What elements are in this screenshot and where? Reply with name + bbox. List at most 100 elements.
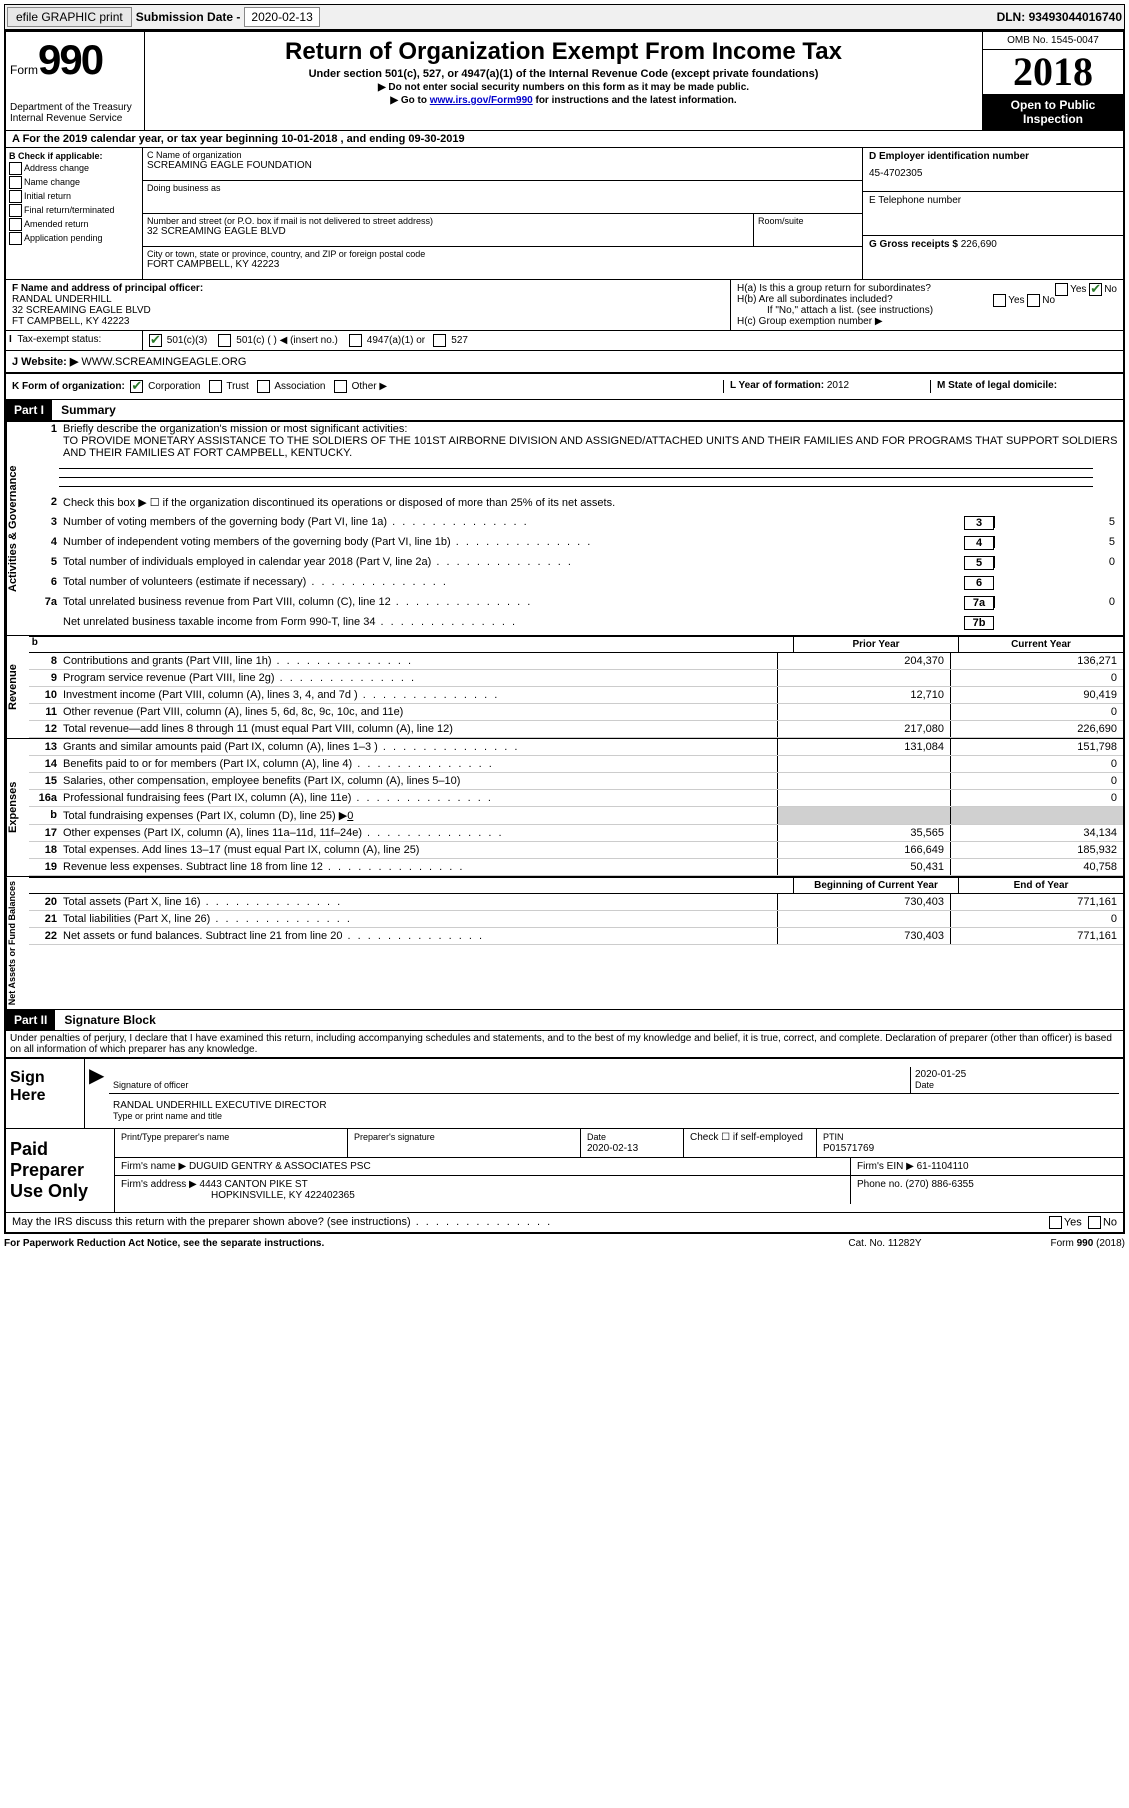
- section-f-label: F Name and address of principal officer:: [12, 283, 203, 294]
- section-b: B Check if applicable: Address change Na…: [6, 148, 143, 279]
- firm-ein-cell: Firm's EIN ▶ 61-1104110: [851, 1158, 1123, 1175]
- line-19: 19Revenue less expenses. Subtract line 1…: [29, 859, 1123, 876]
- phone-box: E Telephone number: [863, 192, 1123, 236]
- vtab-revenue: Revenue: [6, 636, 29, 738]
- chk-final-return[interactable]: Final return/terminated: [9, 204, 139, 217]
- dln: DLN: 93493044016740: [997, 10, 1122, 24]
- part-ii-title: Signature Block: [58, 1010, 161, 1030]
- form-id-block: Form990 Department of the Treasury Inter…: [6, 32, 145, 130]
- open-public-badge: Open to Public Inspection: [983, 94, 1123, 130]
- netassets-content: Beginning of Current Year End of Year 20…: [29, 877, 1123, 1009]
- section-b-label: B Check if applicable:: [9, 151, 139, 161]
- info-grid: B Check if applicable: Address change Na…: [6, 148, 1123, 280]
- form-subtitle-1: Under section 501(c), 527, or 4947(a)(1)…: [149, 68, 978, 80]
- line-11: 11Other revenue (Part VIII, column (A), …: [29, 704, 1123, 721]
- chk-4947[interactable]: [349, 334, 362, 347]
- org-name: SCREAMING EAGLE FOUNDATION: [147, 160, 858, 171]
- h-a: H(a) Is this a group return for subordin…: [737, 283, 1117, 294]
- topbar: efile GRAPHIC print Submission Date - 20…: [4, 4, 1125, 30]
- tax-year: 2018: [983, 50, 1123, 94]
- footer: For Paperwork Reduction Act Notice, see …: [4, 1234, 1125, 1253]
- part-ii-label: Part II: [6, 1010, 55, 1030]
- sign-arrow-icon: ▶: [89, 1063, 109, 1124]
- netassets-section: Net Assets or Fund Balances Beginning of…: [6, 876, 1123, 1009]
- tax-status-label: Tax-exempt status:: [17, 334, 101, 345]
- chk-corp[interactable]: [130, 380, 143, 393]
- ha-no[interactable]: [1089, 283, 1102, 296]
- gross-receipts-box: G Gross receipts $ 226,690: [863, 236, 1123, 279]
- section-l: L Year of formation: 2012: [723, 380, 930, 393]
- line-12: 12Total revenue—add lines 8 through 11 (…: [29, 721, 1123, 738]
- beginning-year-header: Beginning of Current Year: [793, 878, 958, 893]
- period-row: A For the 2019 calendar year, or tax yea…: [6, 131, 1123, 148]
- ein-value: 45-4702305: [869, 168, 1117, 179]
- revenue-content: b Prior Year Current Year 8Contributions…: [29, 636, 1123, 738]
- efile-print-button[interactable]: efile GRAPHIC print: [7, 7, 132, 27]
- vtab-netassets: Net Assets or Fund Balances: [6, 877, 29, 1009]
- ptin-cell: PTINP01571769: [817, 1129, 1123, 1157]
- ein-box: D Employer identification number 45-4702…: [863, 148, 1123, 192]
- form-subtitle-3: ▶ Go to www.irs.gov/Form990 for instruct…: [149, 95, 978, 106]
- city-value: FORT CAMPBELL, KY 42223: [147, 259, 858, 270]
- part-i-bar: Part I Summary: [6, 400, 1123, 421]
- paid-preparer-block: Paid Preparer Use Only Print/Type prepar…: [6, 1129, 1123, 1212]
- chk-527[interactable]: [433, 334, 446, 347]
- chk-assoc[interactable]: [257, 380, 270, 393]
- dba-box: Doing business as: [143, 181, 862, 214]
- governance-section: Activities & Governance 1 1 Briefly desc…: [6, 421, 1123, 635]
- chk-trust[interactable]: [209, 380, 222, 393]
- line-3: 3Number of voting members of the governi…: [29, 515, 1123, 535]
- section-f: F Name and address of principal officer:…: [6, 280, 731, 330]
- gross-value: 226,690: [961, 239, 997, 250]
- chk-other[interactable]: [334, 380, 347, 393]
- discuss-yes[interactable]: [1049, 1216, 1062, 1229]
- open-public-line2: Inspection: [985, 112, 1121, 126]
- vtab-expenses: Expenses: [6, 739, 29, 876]
- hb-no[interactable]: [1027, 294, 1040, 307]
- instructions-link[interactable]: www.irs.gov/Form990: [430, 95, 533, 106]
- goto-prefix: ▶ Go to: [390, 95, 429, 106]
- firm-address-cell: Firm's address ▶ 4443 CANTON PIKE ST HOP…: [115, 1176, 851, 1204]
- sign-here-content: ▶ Signature of officer 2020-01-25Date RA…: [85, 1059, 1123, 1128]
- paid-preparer-label: Paid Preparer Use Only: [6, 1129, 115, 1212]
- firm-name-cell: Firm's name ▶ DUGUID GENTRY & ASSOCIATES…: [115, 1158, 851, 1175]
- section-m: M State of legal domicile:: [930, 380, 1117, 393]
- signature-block: Sign Here ▶ Signature of officer 2020-01…: [6, 1057, 1123, 1232]
- officer-signature-field[interactable]: Signature of officer: [109, 1067, 911, 1093]
- line-5: 5Total number of individuals employed in…: [29, 555, 1123, 575]
- discuss-no[interactable]: [1088, 1216, 1101, 1229]
- sign-date-field: 2020-01-25Date: [911, 1067, 1119, 1093]
- line-20: 20Total assets (Part X, line 16)730,4037…: [29, 894, 1123, 911]
- form-header: Form990 Department of the Treasury Inter…: [6, 32, 1123, 131]
- line-8: 8Contributions and grants (Part VIII, li…: [29, 653, 1123, 670]
- line-9: 9Program service revenue (Part VIII, lin…: [29, 670, 1123, 687]
- chk-initial-return[interactable]: Initial return: [9, 190, 139, 203]
- section-k-label: K Form of organization:: [12, 381, 125, 392]
- netassets-col-header: Beginning of Current Year End of Year: [29, 877, 1123, 894]
- form-number: 990: [38, 36, 102, 83]
- hb-yes[interactable]: [993, 294, 1006, 307]
- discuss-row: May the IRS discuss this return with the…: [6, 1212, 1123, 1232]
- chk-amended[interactable]: Amended return: [9, 218, 139, 231]
- address-label: Number and street (or P.O. box if mail i…: [147, 216, 749, 226]
- klm-row: K Form of organization: Corporation Trus…: [6, 374, 1123, 400]
- chk-501c3[interactable]: [149, 334, 162, 347]
- tax-status-options: 501(c)(3) 501(c) ( ) ◀ (insert no.) 4947…: [143, 331, 1123, 350]
- perjury-statement: Under penalties of perjury, I declare th…: [6, 1031, 1123, 1057]
- line-13: 13Grants and similar amounts paid (Part …: [29, 739, 1123, 756]
- officer-addr1: 32 SCREAMING EAGLE BLVD: [12, 305, 151, 316]
- discuss-text: May the IRS discuss this return with the…: [12, 1216, 1049, 1229]
- chk-address-change[interactable]: Address change: [9, 162, 139, 175]
- gross-label: G Gross receipts $: [869, 239, 961, 250]
- ha-yes[interactable]: [1055, 283, 1068, 296]
- chk-app-pending[interactable]: Application pending: [9, 232, 139, 245]
- section-h: H(a) Is this a group return for subordin…: [731, 280, 1123, 330]
- chk-name-change[interactable]: Name change: [9, 176, 139, 189]
- form-title: Return of Organization Exempt From Incom…: [149, 38, 978, 66]
- officer-name-field: RANDAL UNDERHILL EXECUTIVE DIRECTORType …: [109, 1098, 1119, 1124]
- department-label: Department of the Treasury Internal Reve…: [10, 102, 140, 124]
- chk-501c[interactable]: [218, 334, 231, 347]
- mission-text: TO PROVIDE MONETARY ASSISTANCE TO THE SO…: [63, 435, 1117, 459]
- form-year-block: OMB No. 1545-0047 2018 Open to Public In…: [982, 32, 1123, 130]
- footer-cat: Cat. No. 11282Y: [805, 1238, 965, 1249]
